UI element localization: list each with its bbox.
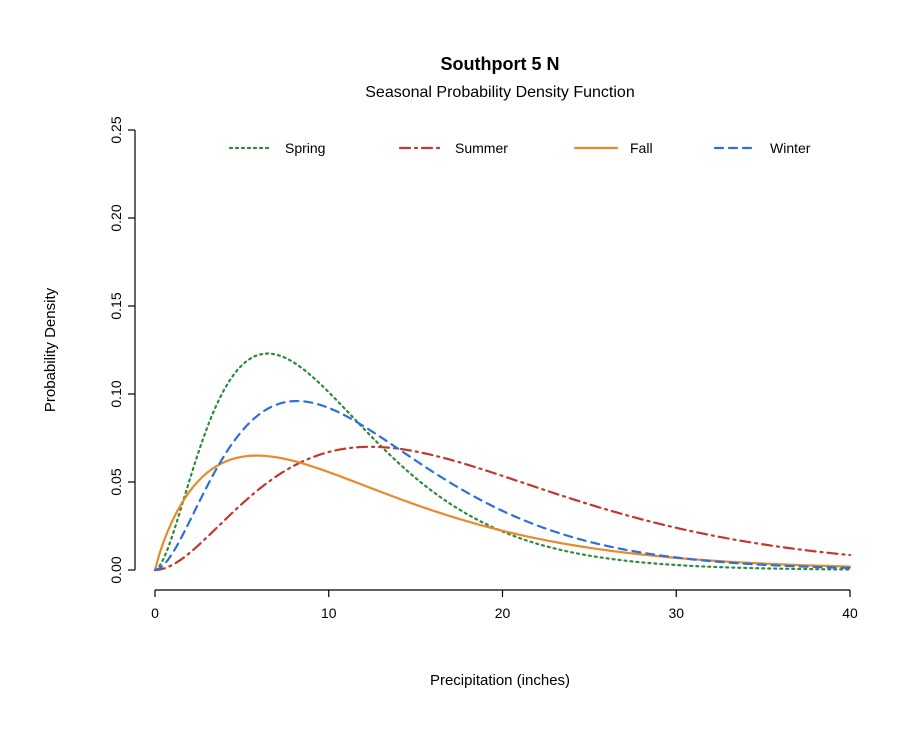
y-tick-label: 0.20 xyxy=(108,204,124,231)
chart-title: Southport 5 N xyxy=(441,54,560,74)
legend: Spring Summer Fall Winter xyxy=(230,140,811,156)
chart-container: Southport 5 N Seasonal Probability Densi… xyxy=(0,0,900,750)
legend-label-fall: Fall xyxy=(630,140,653,156)
x-tick-label: 30 xyxy=(668,605,684,621)
series-group xyxy=(155,354,850,570)
series-winter xyxy=(155,401,850,570)
x-tick-label: 20 xyxy=(495,605,511,621)
x-tick-label: 0 xyxy=(151,605,159,621)
y-tick-label: 0.25 xyxy=(108,116,124,143)
x-tick-label: 10 xyxy=(321,605,337,621)
series-fall xyxy=(155,456,850,570)
x-tick-label: 40 xyxy=(842,605,858,621)
y-tick-label: 0.10 xyxy=(108,380,124,407)
legend-label-winter: Winter xyxy=(770,140,811,156)
series-summer xyxy=(155,447,850,570)
chart-svg: Southport 5 N Seasonal Probability Densi… xyxy=(0,0,900,750)
y-tick-label: 0.15 xyxy=(108,292,124,319)
legend-label-summer: Summer xyxy=(455,140,508,156)
y-tick-label: 0.00 xyxy=(108,556,124,583)
axes: 0 10 20 30 40 0.00 0.05 0.10 0.15 0.20 0.25 xyxy=(108,116,858,621)
x-axis-label: Precipitation (inches) xyxy=(430,672,570,689)
y-tick-label: 0.05 xyxy=(108,468,124,495)
series-spring xyxy=(155,354,850,570)
y-axis-label: Probability Density xyxy=(42,287,59,412)
legend-label-spring: Spring xyxy=(285,140,325,156)
chart-subtitle: Seasonal Probability Density Function xyxy=(365,84,634,101)
